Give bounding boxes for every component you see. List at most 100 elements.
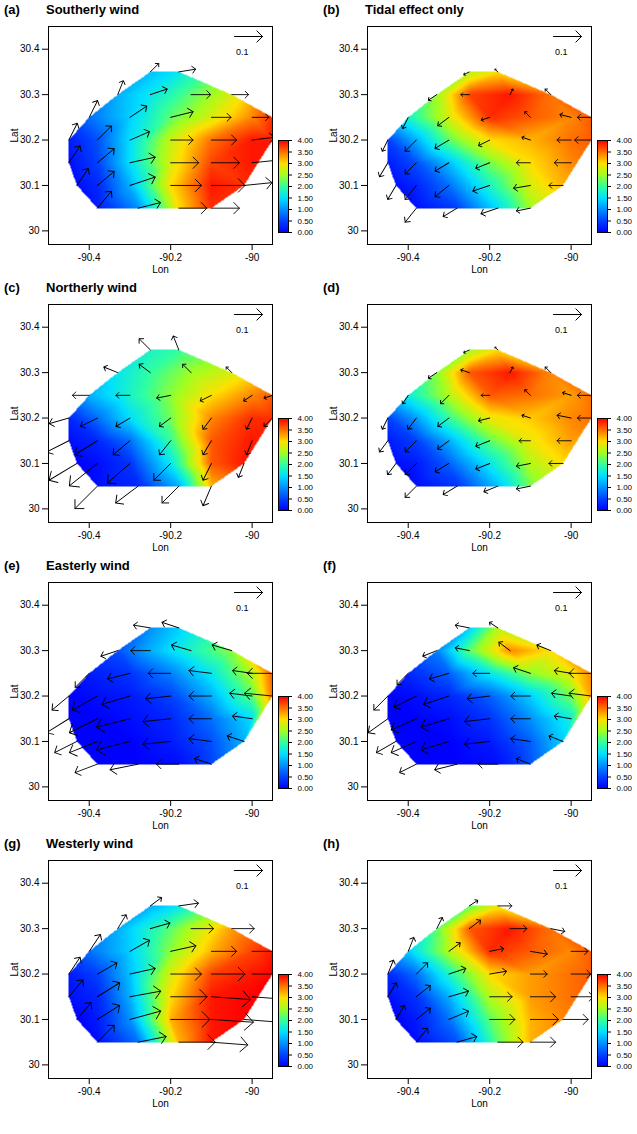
svg-text:1.50: 1.50 [617, 194, 633, 203]
svg-text:1.00: 1.00 [298, 1039, 314, 1048]
svg-text:2.00: 2.00 [617, 460, 633, 469]
svg-text:30.1: 30.1 [339, 458, 359, 469]
svg-text:0.1: 0.1 [236, 47, 249, 57]
svg-text:3.50: 3.50 [617, 426, 633, 435]
svg-text:Lon: Lon [471, 264, 488, 275]
svg-text:-90.2: -90.2 [478, 530, 501, 541]
svg-text:0.00: 0.00 [617, 506, 633, 515]
svg-text:-90: -90 [564, 1086, 579, 1097]
svg-text:3.50: 3.50 [298, 982, 314, 991]
svg-text:-90.2: -90.2 [159, 530, 182, 541]
svg-text:4.00: 4.00 [617, 414, 633, 423]
svg-text:0.00: 0.00 [298, 784, 314, 793]
svg-text:Lat: Lat [328, 128, 339, 142]
svg-text:-90.2: -90.2 [478, 1086, 501, 1097]
svg-text:30.2: 30.2 [20, 968, 40, 979]
svg-text:3.50: 3.50 [298, 148, 314, 157]
svg-text:30: 30 [347, 781, 359, 792]
svg-text:30.1: 30.1 [339, 736, 359, 747]
svg-text:-90.4: -90.4 [78, 808, 101, 819]
svg-text:3.00: 3.00 [617, 993, 633, 1002]
svg-text:0.1: 0.1 [555, 47, 568, 57]
svg-text:Lon: Lon [471, 820, 488, 831]
svg-text:1.00: 1.00 [298, 483, 314, 492]
svg-text:1.00: 1.00 [617, 1039, 633, 1048]
svg-text:1.50: 1.50 [617, 750, 633, 759]
svg-text:0.1: 0.1 [555, 881, 568, 891]
svg-text:30.2: 30.2 [339, 690, 359, 701]
svg-text:1.50: 1.50 [617, 1028, 633, 1037]
svg-text:-90: -90 [564, 530, 579, 541]
svg-text:Lat: Lat [9, 406, 20, 420]
svg-text:30.2: 30.2 [339, 968, 359, 979]
svg-text:30.4: 30.4 [20, 321, 40, 332]
svg-text:0.00: 0.00 [617, 1062, 633, 1071]
svg-text:1.00: 1.00 [617, 205, 633, 214]
svg-text:4.00: 4.00 [617, 692, 633, 701]
svg-text:Lon: Lon [152, 1098, 169, 1109]
svg-text:-90: -90 [245, 530, 260, 541]
svg-text:0.50: 0.50 [298, 1051, 314, 1060]
svg-text:30.4: 30.4 [20, 599, 40, 610]
svg-text:4.00: 4.00 [298, 692, 314, 701]
svg-text:Lat: Lat [9, 684, 20, 698]
svg-text:-90.2: -90.2 [478, 808, 501, 819]
svg-text:3.50: 3.50 [617, 982, 633, 991]
svg-text:Lat: Lat [328, 962, 339, 976]
svg-text:0.50: 0.50 [617, 773, 633, 782]
svg-text:3.50: 3.50 [298, 704, 314, 713]
svg-text:0.1: 0.1 [236, 325, 249, 335]
svg-text:1.50: 1.50 [298, 194, 314, 203]
svg-text:30: 30 [28, 503, 40, 514]
svg-text:30: 30 [28, 225, 40, 236]
svg-text:3.50: 3.50 [617, 148, 633, 157]
svg-text:30: 30 [347, 225, 359, 236]
svg-text:2.00: 2.00 [298, 738, 314, 747]
svg-text:30.1: 30.1 [339, 180, 359, 191]
svg-text:3.50: 3.50 [617, 704, 633, 713]
svg-text:30.4: 30.4 [339, 321, 359, 332]
svg-text:0.00: 0.00 [298, 1062, 314, 1071]
svg-text:30.3: 30.3 [20, 923, 40, 934]
svg-text:1.00: 1.00 [617, 761, 633, 770]
svg-text:-90.4: -90.4 [78, 1086, 101, 1097]
svg-text:30: 30 [347, 1059, 359, 1070]
svg-text:-90.4: -90.4 [397, 530, 420, 541]
svg-text:Lon: Lon [152, 264, 169, 275]
svg-text:-90.2: -90.2 [159, 252, 182, 263]
svg-text:3.00: 3.00 [298, 715, 314, 724]
svg-text:3.00: 3.00 [617, 159, 633, 168]
svg-text:30.3: 30.3 [339, 89, 359, 100]
svg-text:-90.4: -90.4 [397, 1086, 420, 1097]
svg-text:2.00: 2.00 [617, 738, 633, 747]
svg-text:-90: -90 [564, 252, 579, 263]
svg-text:30.3: 30.3 [20, 367, 40, 378]
svg-text:0.00: 0.00 [298, 228, 314, 237]
svg-text:3.00: 3.00 [298, 159, 314, 168]
svg-text:30.3: 30.3 [339, 923, 359, 934]
svg-text:1.00: 1.00 [298, 205, 314, 214]
svg-text:3.50: 3.50 [298, 426, 314, 435]
svg-text:-90: -90 [245, 1086, 260, 1097]
svg-text:-90: -90 [564, 808, 579, 819]
svg-text:1.00: 1.00 [298, 761, 314, 770]
svg-text:2.50: 2.50 [298, 1005, 314, 1014]
svg-text:2.00: 2.00 [298, 460, 314, 469]
svg-text:-90.4: -90.4 [397, 808, 420, 819]
svg-text:4.00: 4.00 [298, 136, 314, 145]
svg-text:3.00: 3.00 [617, 437, 633, 446]
svg-text:3.00: 3.00 [298, 993, 314, 1002]
svg-text:4.00: 4.00 [617, 136, 633, 145]
svg-text:30.1: 30.1 [20, 458, 40, 469]
svg-text:30.3: 30.3 [339, 367, 359, 378]
svg-text:-90.4: -90.4 [397, 252, 420, 263]
svg-text:-90.4: -90.4 [78, 530, 101, 541]
svg-text:30.2: 30.2 [20, 134, 40, 145]
svg-text:Lat: Lat [9, 128, 20, 142]
svg-text:0.00: 0.00 [298, 506, 314, 515]
svg-text:2.50: 2.50 [298, 171, 314, 180]
svg-text:4.00: 4.00 [617, 970, 633, 979]
svg-text:Lat: Lat [328, 684, 339, 698]
svg-text:Lon: Lon [471, 542, 488, 553]
svg-text:Lon: Lon [152, 820, 169, 831]
